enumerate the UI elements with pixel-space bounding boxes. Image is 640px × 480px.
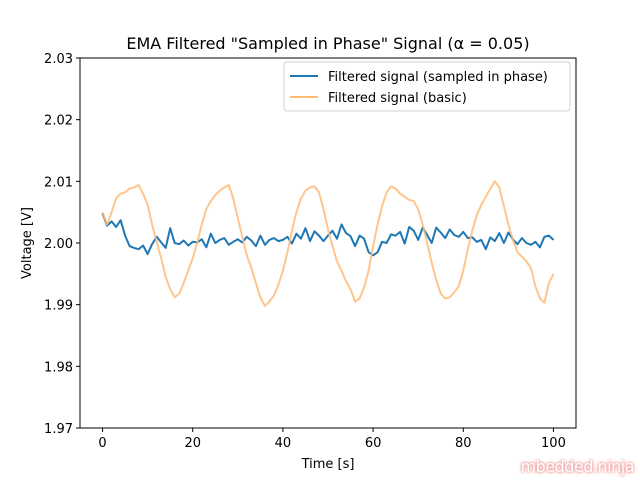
x-axis: 0 20 40 60 80 100 [98, 428, 566, 451]
watermark: mbedded.ninja [520, 457, 635, 476]
x-tick-label: 80 [455, 436, 472, 451]
y-tick-label: 2.03 [44, 52, 73, 67]
y-tick-label: 2.01 [44, 175, 73, 190]
y-tick-label: 1.98 [44, 360, 73, 375]
plot-lines [101, 180, 555, 307]
x-axis-label: Time [s] [301, 457, 355, 472]
series-line-basic [101, 180, 555, 307]
x-tick-label: 100 [541, 436, 566, 451]
series-line-sampled-in-phase [101, 213, 555, 257]
y-tick-label: 1.97 [44, 422, 73, 437]
x-tick-label: 0 [98, 436, 106, 451]
legend-label-sampled-in-phase: Filtered signal (sampled in phase) [328, 70, 548, 85]
legend: Filtered signal (sampled in phase) Filte… [283, 61, 571, 112]
y-axis: 1.97 1.98 1.99 2.00 2.01 2.02 2.03 [44, 52, 80, 437]
y-tick-label: 2.00 [44, 237, 73, 252]
y-axis-label: Voltage [V] [20, 207, 35, 279]
chart-title: EMA Filtered "Sampled in Phase" Signal (… [126, 34, 529, 53]
y-tick-label: 2.02 [44, 114, 73, 129]
y-tick-label: 1.99 [44, 299, 73, 314]
x-tick-label: 40 [275, 436, 292, 451]
legend-label-basic: Filtered signal (basic) [328, 91, 467, 106]
x-tick-label: 20 [184, 436, 201, 451]
x-tick-label: 60 [365, 436, 382, 451]
legend-box [283, 61, 571, 112]
